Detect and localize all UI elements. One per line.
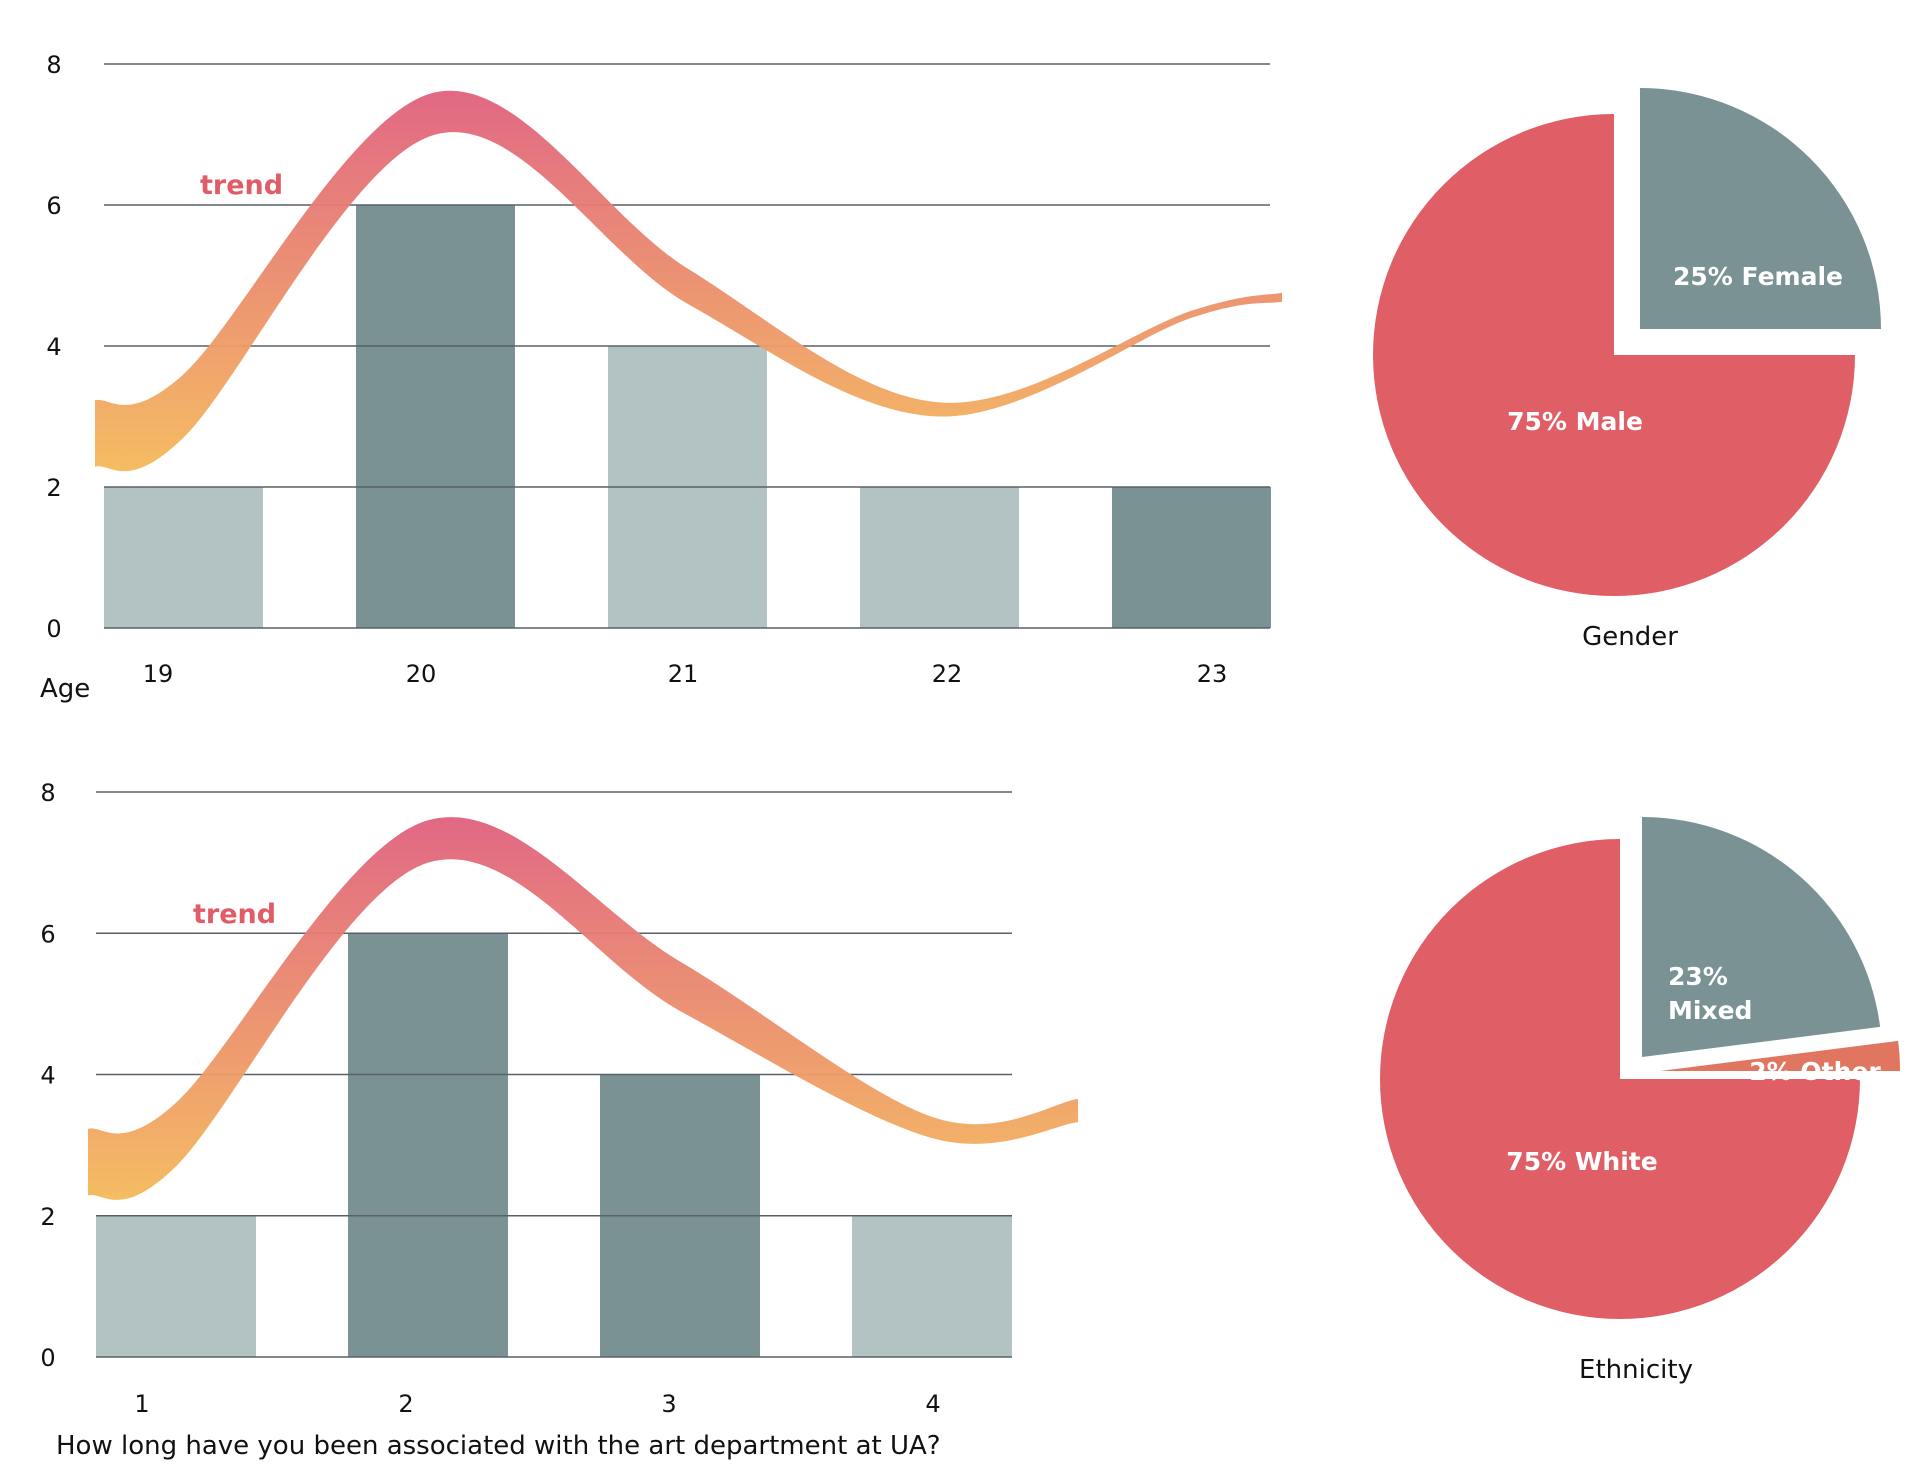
x-tick-label: 23: [1197, 660, 1228, 688]
slice-white: [1380, 839, 1860, 1319]
y-tick-label: 0: [46, 615, 61, 643]
slice-label-mixed: 23% Mixed: [1668, 962, 1752, 1025]
slice-label-white: 75% White: [1506, 1147, 1657, 1176]
y-tick-label: 2: [40, 1203, 55, 1231]
x-tick-label: 20: [406, 660, 437, 688]
slice-other: [1660, 1040, 1900, 1071]
y-tick-label: 6: [40, 920, 55, 948]
x-tick-label: 1: [134, 1390, 149, 1418]
x-tick-label: 4: [925, 1390, 940, 1418]
age-trend-label: trend: [200, 170, 283, 201]
slice-label-other: 2% Other: [1749, 1057, 1881, 1086]
gender-slices: [1373, 88, 1881, 596]
y-tick-label: 8: [40, 779, 55, 807]
y-tick-label: 6: [46, 192, 61, 220]
y-tick-label: 8: [46, 51, 61, 79]
slice-label-female: 25% Female: [1673, 262, 1843, 291]
ethnicity-pie-title: Ethnicity: [1579, 1355, 1693, 1385]
ethnicity-pie-chart: 23% Mixed 2% Other 75% White Ethnicity: [1380, 817, 1900, 1385]
trend-band: [95, 90, 1282, 472]
y-tick-label: 4: [40, 1062, 55, 1090]
ethnicity-slices: [1380, 817, 1900, 1319]
x-tick-label: 3: [661, 1390, 676, 1418]
years-bars: [96, 933, 1012, 1357]
x-tick-label: 22: [932, 660, 963, 688]
bar-2: [348, 933, 508, 1357]
bar-1: [96, 1215, 256, 1357]
years-trend-band: [88, 817, 1078, 1200]
slice-male: [1373, 114, 1855, 596]
years-x-ticks: 1 2 3 4: [134, 1390, 940, 1418]
years-associated-bar-chart: 0 2 4 6 8 1 2 3 4 How long have you been associ…: [40, 779, 1078, 1461]
slice-mixed: [1642, 817, 1881, 1057]
slice-female: [1640, 88, 1881, 329]
age-trend-band: [95, 90, 1282, 472]
years-x-axis-title: How long have you been associated with t…: [56, 1431, 941, 1461]
years-gridlines: [96, 791, 1012, 1358]
bar-23: [1112, 487, 1271, 628]
age-y-ticks: 0 2 4 6 8: [46, 51, 61, 643]
years-trend-label: trend: [193, 899, 276, 930]
y-tick-label: 2: [46, 474, 61, 502]
x-tick-label: 21: [668, 660, 699, 688]
x-tick-label: 2: [398, 1390, 413, 1418]
age-gridlines: [104, 63, 1270, 629]
bar-4: [852, 1215, 1012, 1357]
years-y-ticks: 0 2 4 6 8: [40, 779, 55, 1372]
bar-20: [356, 205, 515, 628]
gender-pie-chart: 25% Female 75% Male Gender: [1373, 88, 1881, 652]
ethnicity-slice-labels: 23% Mixed 2% Other 75% White: [1506, 962, 1881, 1176]
y-tick-label: 4: [46, 333, 61, 361]
bar-22: [860, 487, 1019, 628]
gender-pie-title: Gender: [1582, 622, 1678, 652]
trend-band: [88, 817, 1078, 1200]
x-tick-label: 19: [143, 660, 174, 688]
age-x-axis-title: Age: [40, 674, 90, 704]
slice-label-male: 75% Male: [1507, 407, 1643, 436]
gender-slice-labels: 25% Female 75% Male: [1507, 262, 1843, 436]
y-tick-label: 0: [40, 1344, 55, 1372]
age-x-ticks: 19 20 21 22 23: [143, 660, 1228, 688]
age-bars: [104, 205, 1271, 628]
bar-19: [104, 487, 263, 628]
age-bar-chart: 0 2 4 6 8 19 20 21 22 23 Age trend: [40, 51, 1282, 704]
